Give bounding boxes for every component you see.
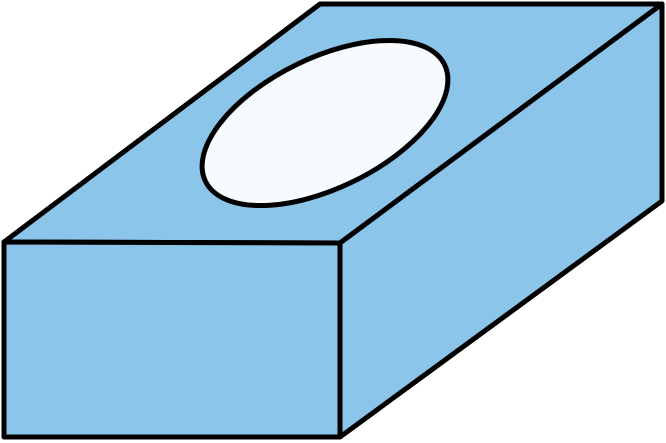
- tissue-opening: [199, 37, 451, 209]
- box-front-face: [1, 239, 343, 440]
- box-side-face: [337, 1, 665, 440]
